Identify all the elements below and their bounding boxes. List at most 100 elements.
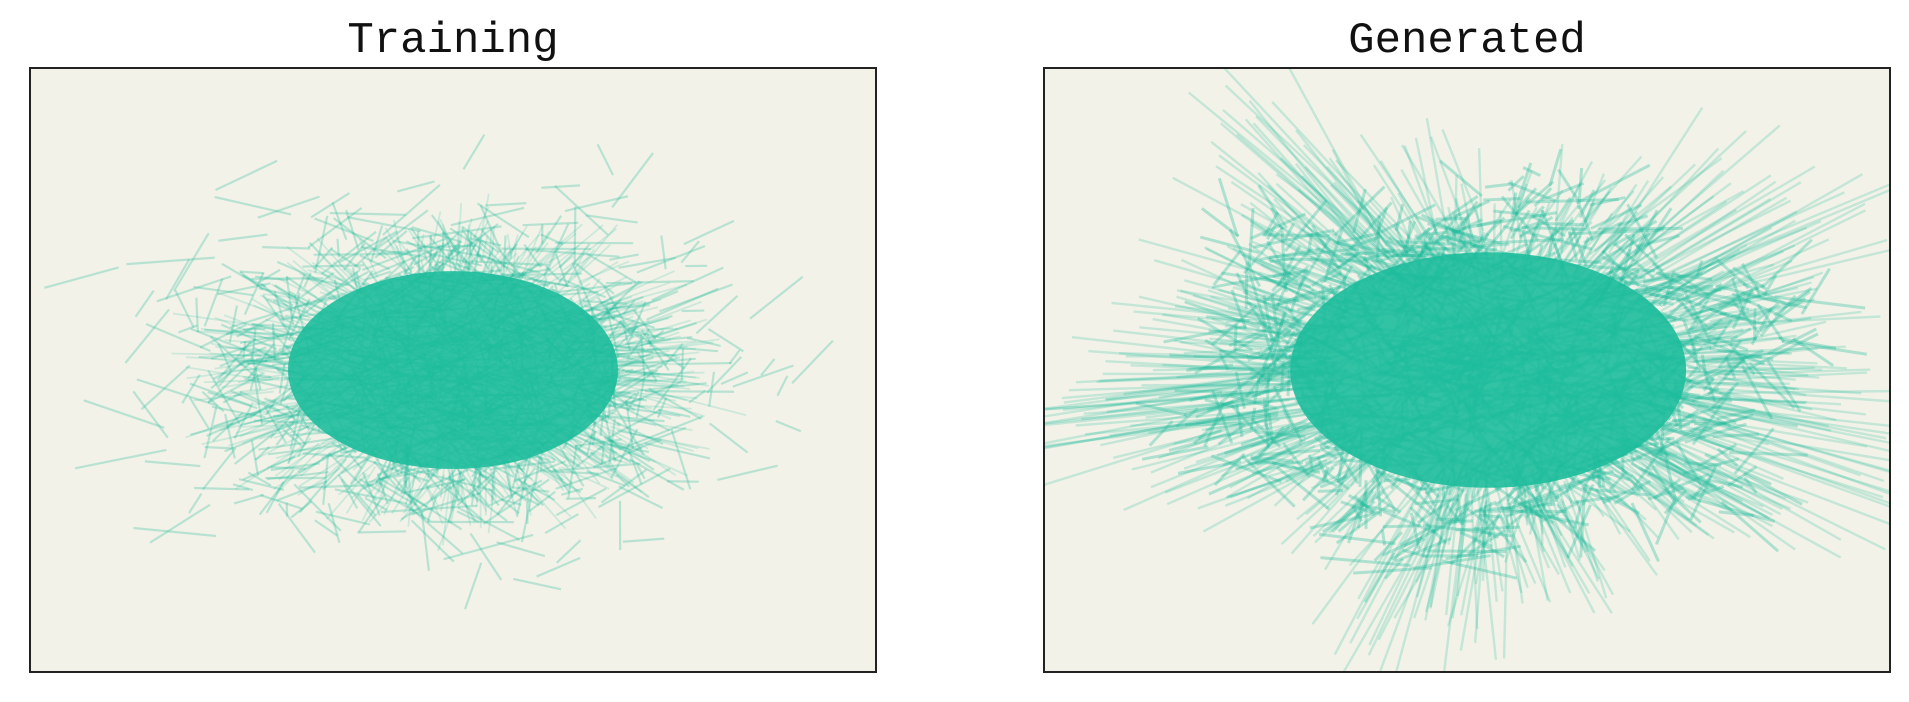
training-line-segment <box>353 236 388 268</box>
generated-line-segment <box>1682 319 1697 352</box>
generated-line-segment <box>1649 292 1689 303</box>
generated-line-segment <box>1465 220 1480 253</box>
training-line-segment <box>210 332 289 360</box>
generated-line-segment <box>1653 426 1671 462</box>
generated-line-segment <box>1218 352 1230 371</box>
generated-line-segment <box>1281 407 1294 427</box>
training-line-segment <box>627 328 650 359</box>
generated-line-segment <box>1558 469 1614 489</box>
training-line-segment <box>273 331 298 343</box>
training-line-segment <box>606 343 678 358</box>
generated-line-segment <box>1678 396 1732 428</box>
training-line-segment <box>278 363 286 394</box>
training-line-segment <box>266 470 329 481</box>
generated-line-segment <box>1689 465 1718 521</box>
generated-line-segment <box>1323 469 1350 491</box>
generated-line-segment <box>1640 468 1732 513</box>
training-line-segment <box>688 389 706 404</box>
training-line-segment <box>364 497 388 511</box>
generated-line-segment <box>1457 218 1469 244</box>
generated-line-segment <box>1638 466 1728 508</box>
training-line-segment <box>608 317 640 337</box>
generated-line-segment <box>1494 485 1529 588</box>
training-line-segment <box>410 497 426 521</box>
generated-line-segment <box>1533 484 1570 559</box>
training-line-segment <box>361 479 384 522</box>
training-line-segment <box>552 467 570 493</box>
generated-line-segment <box>1709 311 1750 323</box>
generated-line-segment <box>1655 219 1796 302</box>
generated-line-segment <box>1068 381 1333 392</box>
generated-line-segment <box>1403 536 1424 548</box>
generated-line-segment <box>1233 323 1238 353</box>
training-line-segment <box>441 224 460 280</box>
generated-line-segment <box>1297 188 1387 271</box>
generated-line-segment <box>1695 287 1722 292</box>
training-line-segment <box>327 452 378 501</box>
training-line-segment <box>293 483 342 532</box>
generated-line-segment <box>1717 339 1743 369</box>
generated-line-segment <box>1474 473 1498 660</box>
generated-line-segment <box>1515 467 1591 595</box>
generated-line-segment <box>1670 284 1714 290</box>
training-line-segment <box>776 375 789 397</box>
training-line-segment <box>426 496 438 523</box>
training-line-segment <box>251 328 257 356</box>
training-line-segment <box>487 487 520 514</box>
training-line-segment <box>686 336 721 347</box>
training-line-segment <box>238 424 284 428</box>
generated-line-segment <box>1678 390 1773 417</box>
generated-line-segment <box>1416 493 1460 525</box>
generated-line-segment <box>1250 339 1304 382</box>
generated-line-segment <box>1169 354 1307 361</box>
generated-line-segment <box>1219 363 1269 404</box>
training-line-segment <box>659 283 733 313</box>
generated-line-segment <box>1516 463 1572 594</box>
training-line-segment <box>646 287 719 321</box>
training-line-segment <box>83 399 165 429</box>
training-line-segment <box>720 371 749 386</box>
generated-line-segment <box>1244 363 1272 399</box>
training-line-segment <box>299 484 375 489</box>
training-line-segment <box>517 272 582 277</box>
generated-line-segment <box>1705 394 1866 416</box>
generated-line-segment <box>1393 223 1413 266</box>
generated-line-segment <box>1670 188 1890 283</box>
generated-line-segment <box>1422 553 1478 558</box>
generated-line-segment <box>1324 473 1383 571</box>
training-line-segment <box>528 490 556 513</box>
training-line-segment <box>224 422 295 453</box>
generated-line-segment <box>1269 257 1293 264</box>
training-line-segment <box>358 238 379 278</box>
training-line-segment <box>243 327 266 331</box>
generated-line-segment <box>1718 510 1755 517</box>
training-line-segment <box>263 293 301 300</box>
generated-line-segment <box>1587 130 1747 279</box>
generated-line-segment <box>1613 485 1644 505</box>
generated-dense-core <box>1290 252 1687 488</box>
generated-line-segment <box>1729 451 1808 457</box>
generated-line-segment <box>1210 140 1399 293</box>
training-line-segment <box>476 251 490 271</box>
generated-line-segment <box>1044 382 1284 425</box>
generated-line-segment <box>1273 461 1323 507</box>
generated-line-segment <box>1689 283 1765 318</box>
generated-line-segment <box>1446 504 1464 526</box>
generated-line-segment <box>1591 179 1650 272</box>
training-title: Training <box>347 16 558 66</box>
training-line-segment <box>631 314 673 330</box>
generated-line-segment <box>1455 525 1520 532</box>
training-line-segment <box>567 444 578 499</box>
generated-line-segment <box>1422 523 1513 538</box>
training-line-segment <box>425 486 444 525</box>
generated-line-segment <box>1528 495 1560 506</box>
training-line-segment <box>609 398 645 456</box>
generated-line-segment <box>1562 480 1599 583</box>
generated-line-segment <box>1282 442 1311 479</box>
generated-line-segment <box>1394 490 1447 672</box>
generated-line-segment <box>1671 270 1709 296</box>
training-line-segment <box>171 352 273 357</box>
generated-line-segment <box>1513 500 1567 525</box>
training-line-segment <box>749 275 804 320</box>
generated-line-segment <box>1348 474 1434 567</box>
